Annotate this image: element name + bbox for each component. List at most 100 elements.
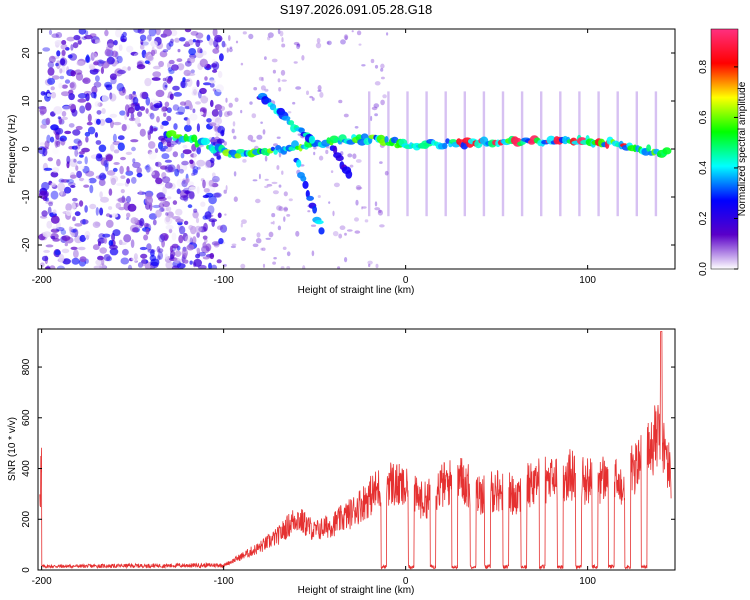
noise-blob	[194, 225, 202, 234]
noise-blob	[189, 113, 198, 121]
noise-blob	[139, 34, 147, 41]
noise-blob	[216, 36, 222, 43]
noise-blob	[281, 37, 284, 43]
noise-blob	[311, 97, 315, 101]
noise-blob	[145, 96, 151, 106]
noise-blob	[186, 72, 196, 76]
noise-blob	[66, 36, 75, 42]
noise-blob	[60, 179, 70, 183]
noise-blob	[109, 248, 119, 256]
noise-blob	[293, 61, 298, 64]
noise-blob	[106, 170, 116, 176]
signal-blob	[308, 135, 316, 144]
noise-blob	[204, 211, 212, 220]
noise-blob	[330, 170, 334, 174]
noise-blob	[39, 106, 47, 115]
noise-blob	[51, 33, 59, 38]
noise-blob	[178, 234, 184, 244]
noise-blob	[155, 209, 162, 218]
noise-blob	[327, 40, 332, 46]
noise-blob	[116, 198, 125, 202]
noise-blob	[86, 121, 93, 126]
noise-blob	[258, 173, 261, 180]
noise-blob	[228, 47, 233, 53]
noise-blob	[139, 190, 142, 196]
noise-blob	[56, 140, 61, 148]
noise-blob	[209, 252, 215, 260]
noise-blob	[219, 224, 228, 233]
noise-blob	[240, 222, 243, 228]
noise-blob	[317, 89, 322, 92]
noise-blob	[171, 243, 179, 249]
noise-blob	[60, 43, 68, 50]
y-tick-label: 20	[21, 47, 32, 59]
noise-blob	[111, 50, 118, 58]
noise-blob	[203, 222, 208, 232]
noise-blob	[164, 84, 168, 88]
y-tick-label: 600	[21, 409, 32, 426]
noise-blob	[152, 204, 161, 209]
noise-blob	[193, 208, 198, 213]
noise-blob	[195, 32, 204, 39]
noise-blob	[174, 168, 180, 177]
noise-blob	[147, 55, 154, 61]
noise-blob	[273, 257, 277, 260]
noise-blob	[148, 29, 157, 37]
noise-blob	[205, 243, 212, 252]
noise-blob	[71, 109, 78, 117]
signal-blob	[314, 220, 324, 225]
noise-blob	[258, 76, 263, 81]
noise-blob	[343, 113, 349, 118]
noise-blob	[208, 38, 214, 46]
noise-blob	[160, 165, 168, 170]
noise-blob	[211, 63, 218, 68]
noise-blob	[176, 263, 186, 269]
noise-blob	[184, 235, 193, 243]
noise-blob	[176, 58, 183, 62]
noise-blob	[165, 261, 173, 269]
noise-blob	[99, 263, 106, 269]
noise-blob	[182, 144, 188, 149]
signal-blob	[318, 227, 325, 235]
noise-blob	[106, 219, 114, 228]
noise-blob	[368, 263, 371, 268]
noise-blob	[156, 246, 161, 253]
noise-blob	[89, 184, 94, 194]
noise-blob	[155, 29, 161, 36]
noise-blob	[196, 186, 200, 194]
noise-blob	[66, 155, 71, 165]
noise-blob	[151, 77, 161, 81]
noise-blob	[54, 249, 61, 256]
noise-blob	[187, 204, 193, 209]
noise-blob	[172, 104, 180, 111]
noise-blob	[190, 31, 199, 36]
noise-blob	[171, 64, 179, 71]
x-tick-label: 0	[403, 576, 409, 587]
noise-blob	[68, 93, 75, 101]
noise-blob	[380, 68, 384, 72]
noise-blob	[226, 110, 233, 116]
noise-blob	[92, 39, 96, 44]
noise-blob	[147, 248, 156, 254]
noise-blob	[196, 147, 201, 155]
noise-blob	[55, 227, 65, 232]
noise-blob	[109, 93, 117, 102]
noise-blob	[356, 30, 362, 36]
noise-blob	[228, 102, 233, 108]
noise-blob	[190, 225, 197, 235]
noise-blob	[95, 259, 103, 266]
noise-blob	[264, 178, 269, 181]
noise-blob	[72, 42, 79, 49]
noise-blob	[208, 195, 217, 205]
x-tick-label: 100	[579, 576, 596, 587]
colorbar-tick-label: 0.4	[698, 161, 709, 175]
noise-blob	[168, 69, 175, 75]
colorbar: 0.0 0.2 0.4 0.6 0.8 Normalized spectral ampl…	[698, 28, 748, 276]
noise-blob	[85, 136, 89, 143]
noise-blob	[48, 201, 53, 207]
noise-blob	[106, 56, 115, 65]
x-tick-label: -200	[32, 576, 52, 587]
noise-blob	[225, 185, 228, 191]
noise-blob	[216, 259, 222, 264]
noise-blob	[98, 178, 106, 187]
